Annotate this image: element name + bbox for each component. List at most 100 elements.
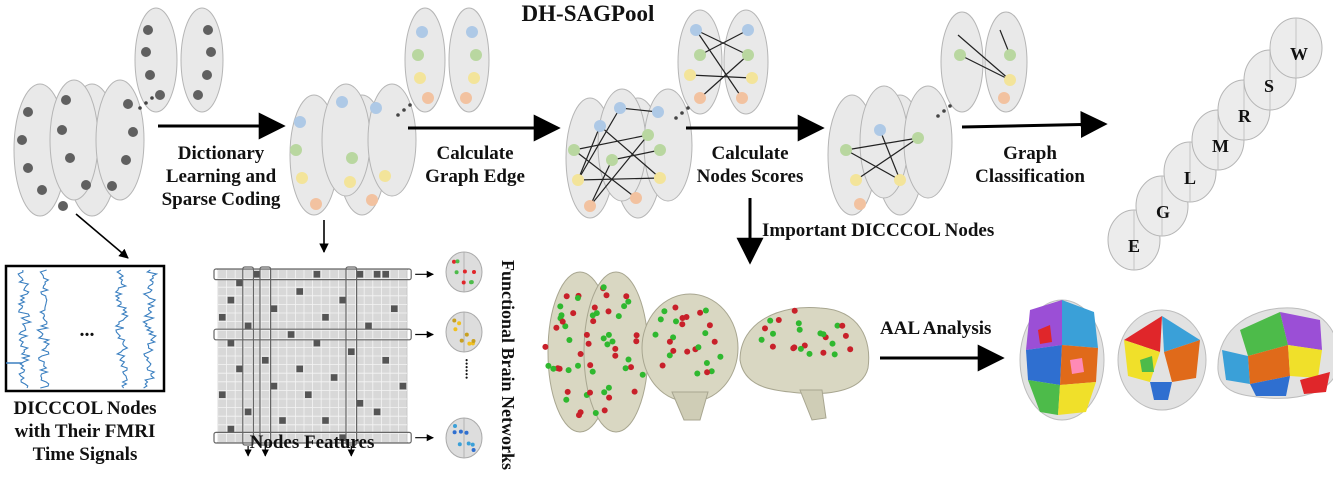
matrix-cell [227,425,235,433]
node-scores-line-2: Nodes Scores [696,165,804,187]
node-dot [797,345,804,352]
class-label: E [1128,236,1141,256]
node-dot [670,334,677,341]
node-dot [697,309,704,316]
node-dot [625,298,632,305]
node-dot [601,389,608,396]
matrix-cell [253,271,260,278]
node-dot [679,321,686,328]
matrix-cell [296,365,303,373]
brain-colored-back [404,7,490,113]
node-dot [563,293,570,300]
matrix-cell [365,322,372,330]
nodes-features-label: Nodes Features [249,432,375,453]
brain-graph-back [677,9,769,115]
node-dot [791,344,798,351]
matrix-cell [373,271,381,278]
node-dot [829,340,836,347]
node-dot [791,307,798,314]
class-label: W [1290,44,1308,64]
node-dot [625,356,632,363]
node-dot [605,308,612,315]
node-dot [702,307,709,314]
node-dot [666,352,673,359]
node-dot [621,303,628,310]
matrix-cell [373,408,381,416]
matrix-cell [313,339,321,347]
node-dot [666,338,673,345]
node-scores-label: Calculate Nodes Scores [680,143,820,189]
node-dot [600,284,607,291]
aal-analysis-label: AAL Analysis [880,318,992,339]
node-dot [565,367,572,374]
node-dot [589,312,596,319]
matrix-cell [382,357,389,364]
matrix-cell [296,288,303,295]
node-dot [628,364,634,371]
matrix-cell [339,296,346,304]
node-dot [605,384,612,391]
node-dot [601,407,608,414]
node-dot [702,330,709,337]
dictionary-label-line-2: Learning and [165,165,277,187]
node-dot [631,388,638,395]
node-dot [770,330,776,337]
node-dot [605,331,612,338]
stack-dots-2 [396,103,412,117]
node-dot [670,347,677,354]
network-ellipsis: ...... [461,358,477,380]
brain-colored-front [289,83,417,216]
node-dot [831,351,838,358]
matrix-cell [236,365,243,373]
node-dot [847,346,854,353]
matrix-cell [348,348,355,355]
fmri-signals [17,269,159,389]
node-dot [820,331,827,338]
node-dot [585,340,592,347]
node-dot [661,308,668,315]
class-label: R [1238,106,1251,126]
node-dot [553,324,560,331]
aal-brain-side [1217,307,1333,399]
node-dot [576,412,582,419]
matrix-cell [270,382,278,390]
matrix-cell [287,331,295,338]
node-dot [769,343,776,350]
node-dot [801,342,808,349]
node-dot [672,304,679,311]
feature-matrix [213,266,434,457]
node-dot [575,362,581,369]
matrix-cell [313,271,321,278]
matrix-cell [279,417,286,424]
node-dot [762,325,768,332]
node-dot [557,303,564,310]
node-dot [839,322,846,329]
node-dot [695,344,702,351]
matrix-cell [322,314,329,321]
graph-edge-line-2: Graph Edge [425,165,525,187]
node-dot [609,338,616,345]
classification-label: Graph Classification [960,143,1100,189]
signal-trace [142,269,159,389]
node-dot [556,365,563,372]
brain-gray-back [134,7,224,113]
node-dot [590,318,597,325]
node-dot [574,295,581,301]
node-scores-line-1: Calculate [711,143,789,164]
node-dot [639,371,646,378]
class-brain-stack [1107,17,1323,271]
stack-dots-3 [674,106,690,120]
class-label: G [1156,202,1171,222]
matrix-cell [270,305,278,312]
matrix-cell [322,417,329,424]
node-dot [703,360,710,366]
network-brains [445,251,483,459]
node-dot [711,338,718,345]
diagram-title: DH-SAGPool [521,1,655,26]
node-dot [591,304,598,311]
node-dot [545,362,552,369]
node-dot [796,326,803,333]
important-nodes-label: Important DICCCOL Nodes [762,220,995,241]
node-dot [558,312,565,319]
